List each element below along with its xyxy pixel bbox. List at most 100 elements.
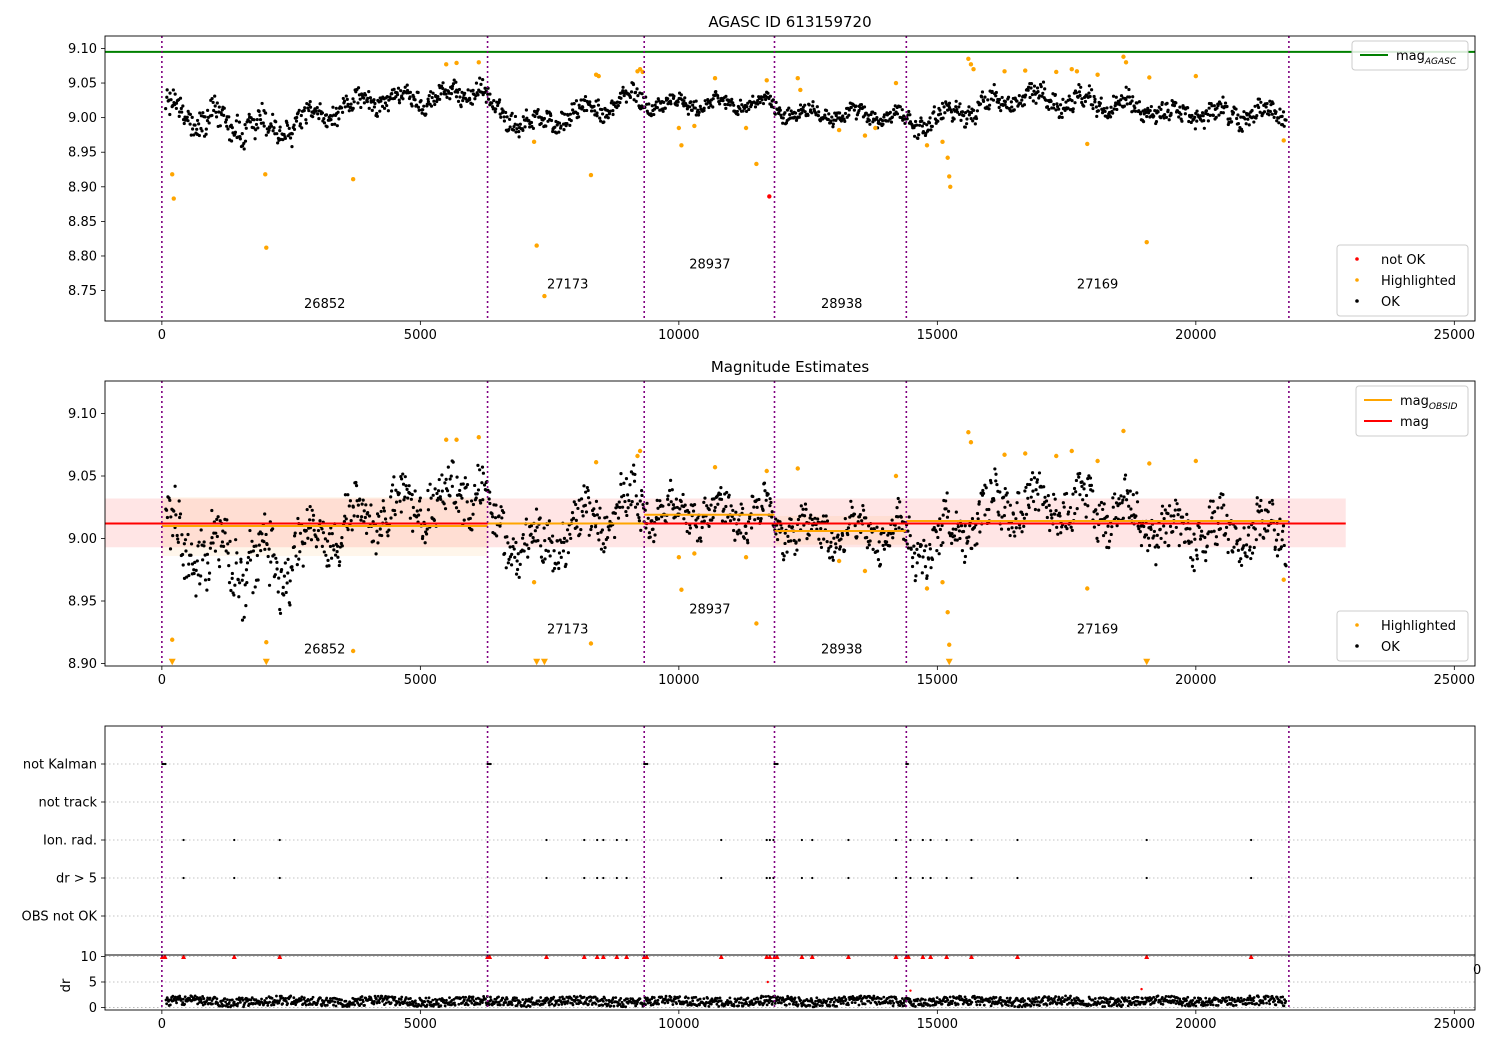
estimates-ok-point <box>1135 500 1140 504</box>
dr-point <box>372 1002 376 1006</box>
dr-point <box>443 1004 447 1008</box>
agasc-ok-point <box>751 94 755 98</box>
dr-point <box>1074 999 1078 1003</box>
agasc-ok-point <box>1256 105 1261 110</box>
estimates-ok-point <box>816 517 820 521</box>
estimates-ok-point <box>599 547 604 551</box>
estimates-ok-point <box>910 555 915 560</box>
agasc-highlighted-point <box>170 172 175 177</box>
agasc-ok-point <box>1131 95 1135 99</box>
agasc-ok-point <box>1270 112 1274 116</box>
estimates-ok-point <box>937 552 941 556</box>
estimates-ok-point <box>839 537 843 541</box>
dr-point <box>977 995 981 999</box>
estimates-ok-point <box>753 518 757 522</box>
estimates-ok-point <box>465 500 469 504</box>
agasc-ok-point <box>1103 109 1107 114</box>
flags-marker <box>1145 838 1148 842</box>
estimates-ok-point <box>1082 487 1086 491</box>
agasc-ok-point <box>793 111 798 115</box>
dr-point <box>1081 999 1085 1003</box>
estimates-ok-point <box>582 484 586 488</box>
estimates-ok-point <box>1246 533 1251 537</box>
estimates-ok-point <box>359 518 363 522</box>
estimates-ok-point <box>619 471 623 476</box>
dr-point <box>199 997 203 1001</box>
estimates-ok-point <box>978 530 982 534</box>
dr-point <box>497 1000 501 1004</box>
agasc-ok-point <box>429 104 434 108</box>
agasc-ok-point <box>628 95 633 100</box>
agasc-ok-point <box>829 119 833 123</box>
dr-point <box>265 996 268 1000</box>
agasc-ok-point <box>1094 105 1098 109</box>
flags-category-label: dr > 5 <box>56 872 97 887</box>
agasc-ok-point <box>441 86 445 91</box>
estimates-ok-point <box>1272 528 1276 532</box>
agasc-ok-point <box>1141 120 1146 124</box>
estimates-highlighted-point <box>893 473 899 479</box>
estimates-ok-point <box>1064 491 1069 496</box>
agasc-ok-point <box>1211 113 1215 117</box>
estimates-ok-point <box>205 552 210 556</box>
estimates-ok-point <box>255 553 259 558</box>
agasc-ok-point <box>1247 123 1251 127</box>
estimates-ok-point <box>782 558 786 562</box>
agasc-ok-point <box>1159 116 1163 120</box>
estimates-ok-point <box>367 514 372 518</box>
estimates-ok-point <box>1022 524 1026 528</box>
agasc-ok-point <box>973 122 977 126</box>
estimates-ok-point <box>645 501 649 505</box>
agasc-ok-point <box>504 110 508 115</box>
agasc-ok-point <box>738 98 743 102</box>
estimates-ok-point <box>448 477 452 481</box>
estimates-ok-point <box>1003 486 1007 491</box>
agasc-ok-point <box>1119 98 1123 102</box>
estimates-ok-point <box>1262 527 1267 531</box>
agasc-ok-point <box>849 105 853 110</box>
estimates-ok-point <box>981 488 985 493</box>
agasc-ok-point <box>349 102 353 106</box>
estimates-ok-point <box>497 514 501 518</box>
estimates-ok-point <box>522 549 526 553</box>
estimates-ok-point <box>293 531 297 535</box>
agasc-highlighted-point <box>893 80 899 86</box>
estimates-ok-point <box>418 496 422 500</box>
dr-point <box>243 1001 247 1005</box>
agasc-ok-point <box>204 132 208 136</box>
estimates-ok-point <box>1167 504 1172 508</box>
estimates-ok-point <box>752 505 756 509</box>
estimates-ok-point <box>210 535 214 540</box>
estimates-ok-point <box>458 488 462 493</box>
dr-point <box>963 995 967 999</box>
agasc-ok-point <box>174 101 179 105</box>
flags-marker <box>278 838 281 842</box>
estimates-ok-point <box>283 561 287 565</box>
agasc-ok-point <box>1010 105 1014 109</box>
estimates-ok-point <box>866 524 871 528</box>
agasc-ok-point <box>399 89 403 93</box>
estimates-ok-point <box>683 503 687 507</box>
dr-point <box>201 995 205 998</box>
flags-marker <box>161 762 164 766</box>
agasc-highlighted-point <box>588 172 594 178</box>
estimates-ok-point <box>1062 505 1066 509</box>
estimates-ok-point <box>597 538 601 542</box>
flags-marker <box>945 876 948 880</box>
agasc-ok-point <box>486 97 491 101</box>
estimates-highlighted-point <box>966 430 971 435</box>
dr-point <box>833 996 837 1000</box>
estimates-x-tick-label: 20000 <box>1175 673 1216 688</box>
estimates-ok-point <box>1211 499 1215 503</box>
dr-point <box>521 998 525 1002</box>
estimates-ok-point <box>197 540 201 544</box>
estimates-ok-point <box>1171 529 1175 534</box>
dr-point <box>859 994 863 998</box>
estimates-ok-point <box>360 502 364 506</box>
estimates-ok-point <box>826 549 830 553</box>
estimates-ok-point <box>702 519 706 523</box>
estimates-ok-point <box>455 475 459 479</box>
estimates-ok-point <box>989 481 993 485</box>
agasc-ok-point <box>368 96 373 100</box>
agasc-ok-point <box>824 108 829 113</box>
